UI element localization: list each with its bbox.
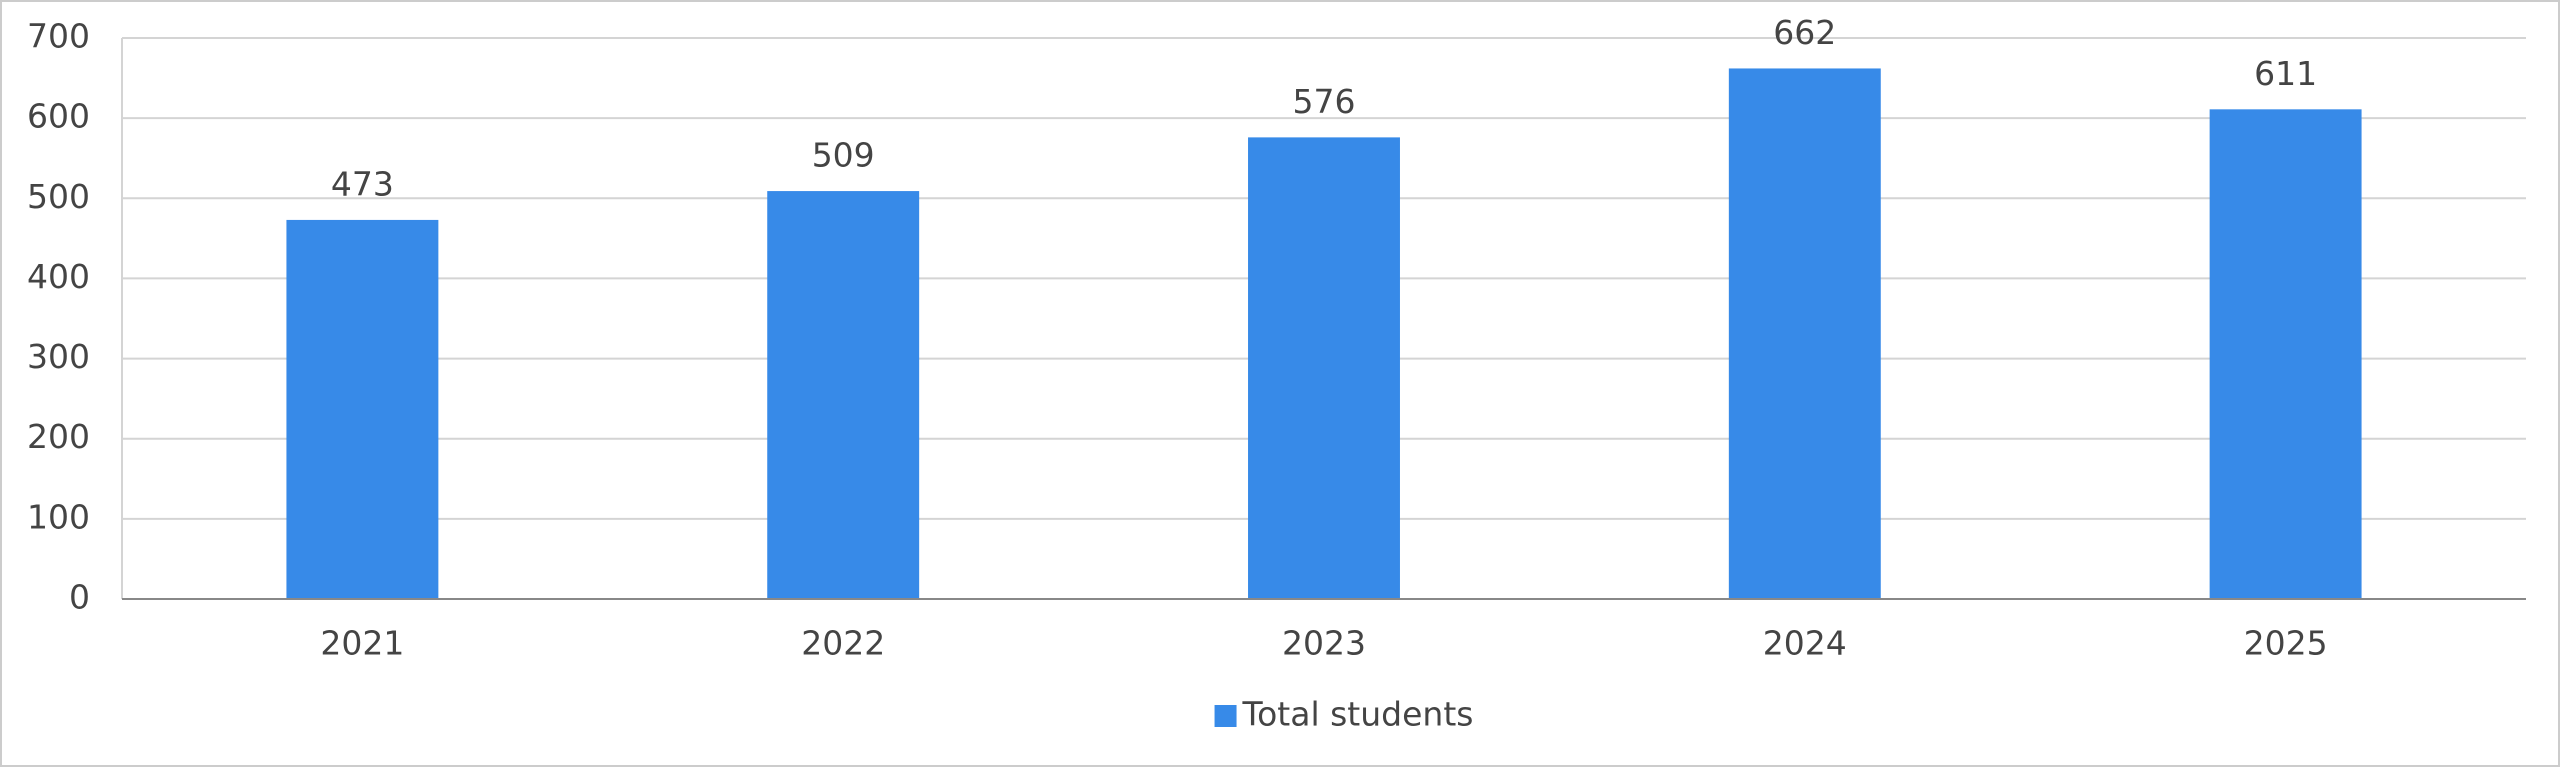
y-tick-label: 600: [27, 97, 90, 136]
x-tick-label: 2024: [1763, 624, 1847, 663]
y-tick-label: 100: [27, 497, 90, 536]
bar: [767, 191, 920, 599]
bar: [1728, 68, 1881, 599]
data-label: 509: [812, 136, 875, 175]
y-tick-label: 0: [69, 578, 90, 617]
y-tick-label: 300: [27, 337, 90, 376]
x-tick-label: 2025: [2244, 624, 2328, 663]
y-tick-label: 200: [27, 417, 90, 456]
data-label: 611: [2254, 54, 2317, 93]
legend-swatch: [1214, 705, 1237, 727]
x-tick-label: 2023: [1282, 624, 1366, 663]
data-label: 576: [1293, 82, 1356, 121]
data-label: 473: [331, 164, 394, 203]
x-tick-label: 2022: [801, 624, 885, 663]
x-tick-label: 2021: [320, 624, 404, 663]
bar: [1248, 137, 1400, 599]
y-tick-label: 500: [27, 177, 90, 216]
y-tick-label: 400: [27, 257, 90, 296]
bar: [286, 219, 439, 599]
legend-label: Total students: [1242, 695, 1474, 734]
bar: [2209, 109, 2362, 599]
y-tick-label: 700: [27, 17, 90, 56]
data-label: 662: [1773, 13, 1836, 52]
